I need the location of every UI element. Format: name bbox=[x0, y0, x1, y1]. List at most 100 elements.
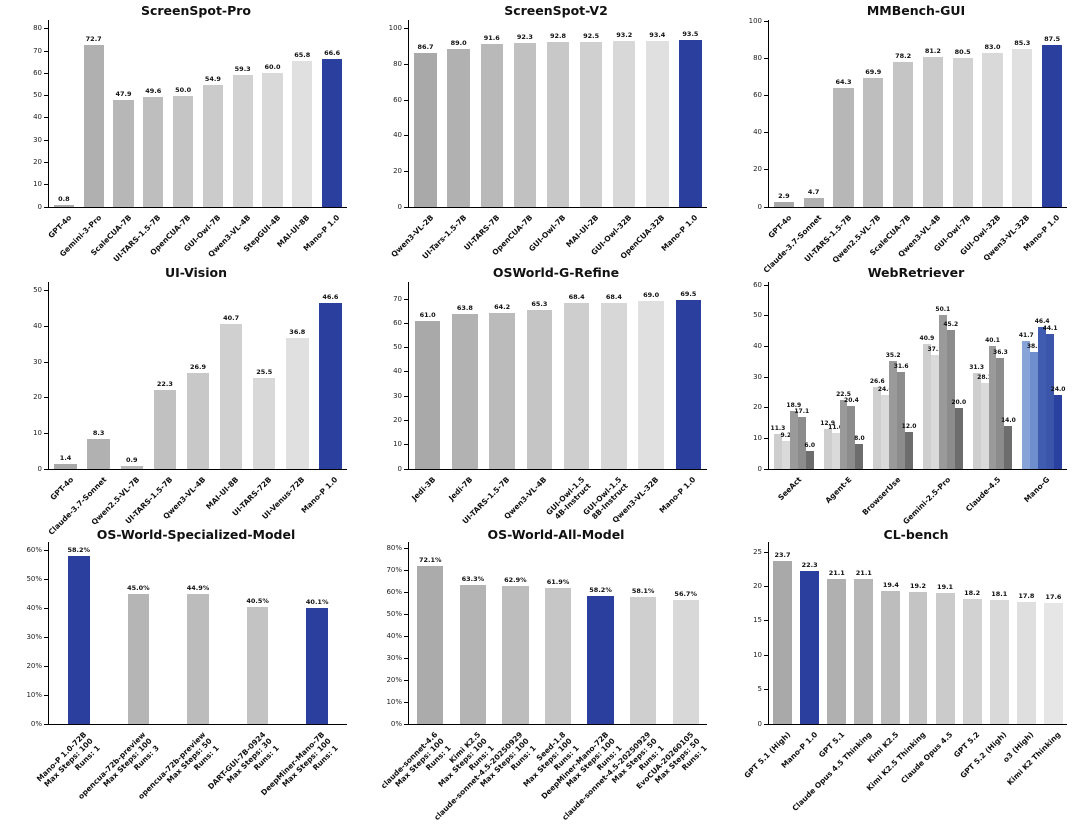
bar bbox=[892, 62, 914, 207]
y-tick-mark bbox=[44, 290, 48, 292]
bar bbox=[833, 87, 854, 207]
bar-value-label: 17.1 bbox=[794, 407, 810, 415]
bar-value-label: 44.1 bbox=[1042, 324, 1058, 332]
bar bbox=[797, 416, 806, 469]
bar bbox=[789, 411, 798, 469]
bar-value-label: 40.1 bbox=[985, 337, 1000, 345]
bar-value-label: 1.4 bbox=[59, 454, 72, 463]
bar-value-label: 83.0 bbox=[984, 43, 1001, 52]
y-tick-label: 60% bbox=[26, 546, 42, 555]
bar-value-label: 64.2 bbox=[494, 303, 511, 312]
bar bbox=[935, 592, 955, 724]
bar-value-label: 20.4 bbox=[844, 397, 859, 405]
y-tick-mark bbox=[764, 58, 768, 60]
y-tick-mark bbox=[404, 444, 408, 446]
y-tick-label: 10 bbox=[753, 433, 762, 442]
y-tick-mark bbox=[404, 99, 408, 101]
y-tick-mark bbox=[44, 184, 48, 186]
bar-value-label: 63.3% bbox=[461, 575, 485, 584]
y-tick-mark bbox=[764, 586, 768, 588]
y-tick-label: 10 bbox=[33, 180, 42, 189]
bar bbox=[306, 608, 328, 724]
bar-value-label: 92.5 bbox=[583, 32, 600, 41]
bar-value-label: 61.9% bbox=[546, 578, 570, 587]
bar bbox=[612, 41, 636, 207]
y-tick-label: 0% bbox=[30, 719, 42, 728]
bar bbox=[855, 444, 864, 469]
bar bbox=[172, 95, 194, 207]
y-tick-label: 40% bbox=[386, 631, 402, 640]
y-tick-label: 20% bbox=[26, 661, 42, 670]
y-tick-mark bbox=[44, 206, 48, 208]
plot-area: 0 20 40 60 80 100 2.9 GPT-4o 4.7 Claude-3.7-Sonne… bbox=[749, 17, 1067, 275]
bar bbox=[601, 302, 627, 469]
bar-value-label: 41.7 bbox=[1018, 332, 1034, 340]
bar bbox=[54, 464, 77, 469]
bar bbox=[996, 357, 1005, 469]
y-tick-label: 15 bbox=[753, 616, 762, 625]
bar-value-label: 19.2 bbox=[909, 582, 927, 591]
bar bbox=[87, 439, 110, 469]
y-tick-label: 30% bbox=[386, 653, 402, 662]
bar-value-label: 45.2 bbox=[943, 321, 959, 329]
y-tick-label: 0 bbox=[757, 202, 762, 211]
y-tick-label: 80 bbox=[753, 54, 762, 63]
y-tick-mark bbox=[404, 395, 408, 397]
bar bbox=[502, 586, 529, 724]
y-tick-label: 70% bbox=[386, 566, 402, 574]
chart-cl-bench: CL-bench 0 5 10 15 20 25 23.7 GPT 5.1 (High) 22.… bbox=[720, 524, 1080, 825]
bar bbox=[803, 198, 824, 207]
y-tick-mark bbox=[404, 170, 408, 172]
bar-value-label: 54.9 bbox=[204, 74, 221, 83]
bar bbox=[847, 406, 856, 469]
chart-title: ScreenSpot-V2 bbox=[504, 3, 608, 18]
bar-value-label: 50.1 bbox=[935, 306, 951, 314]
bar-value-label: 81.2 bbox=[924, 46, 941, 55]
y-tick-label: 10% bbox=[26, 690, 42, 699]
bar-value-label: 69.0 bbox=[643, 291, 660, 300]
bar bbox=[546, 41, 570, 207]
bar bbox=[459, 585, 487, 724]
bar-value-label: 40.1% bbox=[305, 598, 329, 607]
bar bbox=[863, 77, 884, 207]
y-tick-mark bbox=[44, 72, 48, 74]
y-tick-mark bbox=[44, 579, 48, 581]
plot-area: 0% 10% 20% 30% 40% 50% 60% 58.2% Mano-P 1.0-72B … bbox=[26, 542, 347, 801]
bar bbox=[219, 324, 243, 469]
bar-value-label: 68.4 bbox=[605, 292, 622, 301]
bar-value-label: 68.4 bbox=[568, 292, 585, 301]
y-tick-mark bbox=[44, 95, 48, 97]
y-tick-mark bbox=[44, 361, 48, 363]
bar bbox=[773, 434, 782, 469]
bar bbox=[120, 465, 144, 469]
chart-os-world-all-model: OS-World-All-Model 0% 10% 20% 30% 40% 50% 60% 7… bbox=[360, 524, 720, 825]
y-tick-label: 60 bbox=[753, 91, 762, 100]
bar bbox=[873, 387, 882, 469]
bar-value-label: 38.3 bbox=[1026, 342, 1042, 350]
bar-value-label: 24.0 bbox=[877, 386, 893, 394]
y-tick-label: 40 bbox=[33, 113, 42, 122]
bar bbox=[143, 96, 164, 207]
y-tick-mark bbox=[764, 437, 768, 439]
bar-value-label: 40.7 bbox=[223, 314, 240, 323]
bar-value-label: 69.9 bbox=[865, 67, 882, 76]
y-tick-mark bbox=[404, 206, 408, 208]
y-tick-label: 20 bbox=[393, 166, 402, 175]
bar-value-label: 46.4 bbox=[1034, 317, 1050, 325]
bar bbox=[53, 205, 75, 207]
bar-value-label: 78.2 bbox=[895, 52, 912, 61]
bar bbox=[246, 607, 269, 724]
bar bbox=[292, 60, 313, 207]
y-tick-mark bbox=[404, 723, 408, 725]
y-tick-label: 70 bbox=[393, 294, 402, 303]
y-tick-label: 0% bbox=[390, 719, 402, 728]
chart-os-world-specialized-model: OS-World-Specialized-Model 0% 10% 20% 30% 40… bbox=[0, 524, 360, 825]
bar bbox=[489, 313, 515, 469]
bar-value-label: 0.9 bbox=[126, 455, 138, 464]
bar-value-label: 0.8 bbox=[58, 195, 70, 204]
y-tick-mark bbox=[404, 657, 408, 659]
bar-value-label: 26.6 bbox=[869, 378, 885, 386]
bar-value-label: 50.0 bbox=[175, 85, 192, 94]
bar bbox=[563, 302, 590, 469]
